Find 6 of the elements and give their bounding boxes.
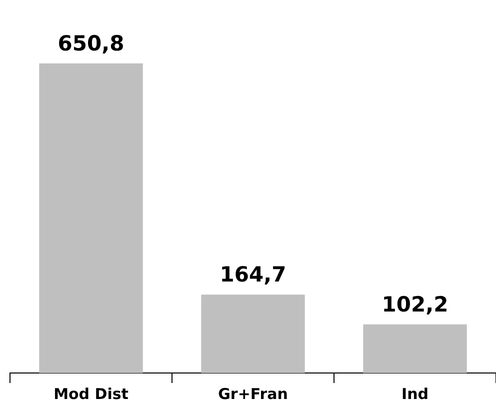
data-label: 164,7 — [220, 262, 286, 287]
x-tick-label: Ind — [402, 384, 428, 403]
x-tick-label: Gr+Fran — [218, 384, 288, 403]
x-tick-label: Mod Dist — [54, 384, 128, 403]
data-label: 650,8 — [58, 31, 124, 56]
data-label: 102,2 — [382, 292, 448, 316]
